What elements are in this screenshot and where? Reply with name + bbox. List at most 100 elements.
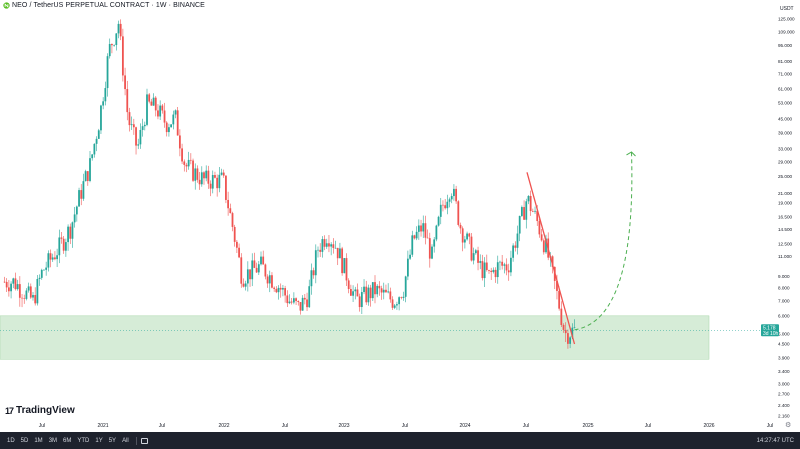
candle-body	[260, 256, 262, 265]
candle-body	[242, 283, 245, 287]
candle-body	[111, 44, 113, 46]
candle-body	[529, 195, 532, 212]
symbol-title: NEO / TetherUS PERPETUAL CONTRACT · 1W ·…	[12, 2, 205, 9]
candle-body	[466, 233, 468, 240]
candle-body	[152, 97, 155, 106]
candle-body	[244, 283, 247, 287]
candle-body	[130, 124, 133, 126]
candle-body	[424, 223, 427, 238]
candle-body	[413, 235, 416, 239]
candle-body	[108, 44, 111, 57]
candle-body	[137, 144, 140, 146]
candle-body	[560, 308, 563, 325]
candle-body	[275, 288, 278, 293]
price-tick-label: 95.000	[778, 43, 792, 48]
candle-body	[220, 172, 223, 175]
price-tick-label: 61.000	[778, 87, 792, 92]
calendar-icon[interactable]	[140, 437, 148, 444]
candle-body	[363, 286, 365, 293]
candle-body	[472, 253, 475, 261]
candle-body	[229, 208, 232, 214]
candle-body	[531, 211, 534, 212]
candle-body	[468, 233, 471, 237]
candle-body	[448, 199, 451, 202]
time-tick-label: Jul	[523, 423, 529, 429]
candle-body	[567, 333, 569, 344]
candle-body	[400, 297, 403, 298]
candle-body	[146, 94, 148, 125]
candle-body	[176, 110, 179, 136]
time-tick-label: Jul	[39, 423, 45, 429]
candle-body	[536, 210, 539, 222]
candle-body	[268, 275, 271, 284]
candle-body	[282, 288, 284, 290]
price-axis[interactable]: 125.000 109.000 95.000 81.000 71.000 61.000 53…	[778, 16, 795, 418]
candle-body	[10, 283, 12, 292]
candle-body	[569, 337, 572, 344]
candle-body	[284, 288, 287, 296]
candle-body	[56, 255, 59, 260]
candle-body	[29, 286, 32, 298]
candle-body	[490, 270, 493, 273]
candle-body	[106, 56, 109, 89]
price-tick-label: 19.000	[778, 201, 792, 206]
timeframe-1d[interactable]: 1D	[7, 437, 15, 444]
candle-body	[128, 112, 131, 126]
price-tick-label: 53.000	[778, 100, 792, 105]
price-tick-label: 2.700	[778, 392, 790, 397]
candle-body	[378, 285, 381, 289]
chart-canvas[interactable]: 125.000 109.000 95.000 81.000 71.000 61.000 53…	[0, 0, 800, 432]
candle-body	[170, 124, 173, 128]
candle-body	[102, 101, 105, 106]
candle-body	[194, 168, 197, 181]
candle-body	[349, 289, 352, 296]
price-tick-label: 3.000	[778, 381, 790, 386]
timeframe-5y[interactable]: 5Y	[108, 437, 117, 444]
candle-body	[518, 215, 521, 234]
candle-body	[339, 248, 341, 259]
symbol-header[interactable]: NEO / TetherUS PERPETUAL CONTRACT · 1W ·…	[3, 2, 205, 9]
timeframe-all[interactable]: All	[122, 437, 129, 444]
candle-body	[297, 300, 300, 303]
candle-body	[306, 299, 308, 308]
candle-body	[470, 236, 473, 261]
candle-body	[474, 250, 477, 254]
candle-body	[433, 239, 436, 247]
candle-body	[321, 239, 324, 252]
candle-body	[492, 269, 495, 273]
price-tick-label: 11.000	[778, 254, 792, 259]
price-tick-label: 7.000	[778, 298, 790, 303]
candle-body	[238, 247, 240, 258]
tradingview-logo: 17 TradingView	[5, 405, 75, 416]
candle-body	[317, 249, 319, 251]
timeframe-3m[interactable]: 3M	[48, 437, 58, 444]
candle-body	[124, 75, 126, 90]
price-tick-label: 6.000	[778, 314, 790, 319]
timeframe-ytd[interactable]: YTD	[77, 437, 90, 444]
price-tick-label: 2.160	[778, 414, 790, 419]
candle-body	[73, 214, 76, 223]
candle-body	[391, 299, 394, 308]
time-tick-label: 2025	[582, 423, 593, 429]
price-tick-label: 81.000	[778, 59, 792, 64]
candle-body	[203, 172, 205, 179]
candle-body	[402, 296, 405, 298]
candle-body	[45, 267, 48, 270]
candle-body	[12, 278, 15, 284]
timeframe-1m[interactable]: 1M	[34, 437, 43, 444]
utc-clock[interactable]: 14:27:47 UTC	[756, 437, 794, 444]
candle-body	[501, 261, 504, 266]
timeframe-1y[interactable]: 1Y	[95, 437, 103, 444]
candle-body	[43, 269, 45, 271]
gear-icon[interactable]: ⚙	[785, 422, 792, 429]
projection-arrow	[574, 151, 633, 331]
time-axis[interactable]: 2021 Jul 2022 Jul 2023 Jul 2024 Jul 2025 Jul 2026 J…	[39, 423, 773, 429]
time-tick-label: Jul	[645, 423, 651, 429]
timeframe-6m[interactable]: 6M	[63, 437, 72, 444]
candle-body	[483, 262, 486, 279]
candle-body	[571, 327, 574, 338]
price-tick-label: 14.500	[778, 227, 792, 232]
timeframe-5d[interactable]: 5D	[20, 437, 29, 444]
candle-body	[380, 288, 383, 293]
price-tick-label: 21.000	[778, 191, 792, 196]
